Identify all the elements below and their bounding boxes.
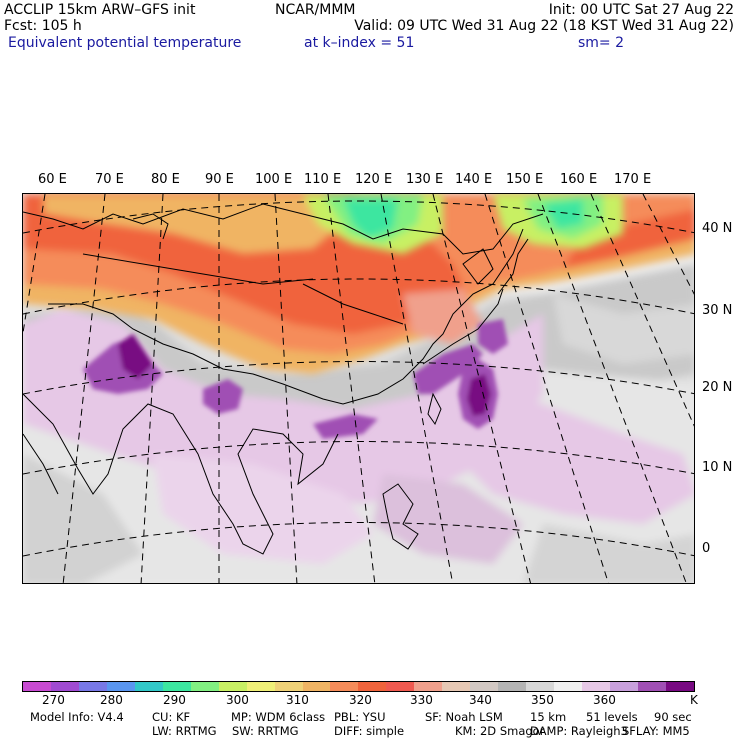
latitude-label: 0 <box>702 541 711 556</box>
dry-regions <box>43 194 623 254</box>
latlon-grid <box>23 194 694 583</box>
latitude-label: 10 N <box>702 460 733 475</box>
colorbar-tick-label: 360 <box>593 693 616 707</box>
colorbar-swatch <box>246 682 275 691</box>
colorbar-swatch <box>442 682 471 691</box>
model-info-item: LW: RRTMG <box>152 724 217 738</box>
colorbar-tick-label: 310 <box>286 693 309 707</box>
model-info-item: MP: WDM 6class <box>231 710 326 724</box>
colorbar-swatch <box>162 682 191 691</box>
latitude-label: 20 N <box>702 380 733 395</box>
colorbar-swatch <box>190 682 219 691</box>
level-label: at k–index = 51 <box>304 35 415 51</box>
longitude-label: 170 E <box>614 172 652 187</box>
model-info-item: SW: RRTMG <box>232 724 299 738</box>
longitude-label: 60 E <box>38 172 67 187</box>
longitude-label: 80 E <box>151 172 180 187</box>
colorbar-swatch <box>498 682 527 691</box>
valid-time: Valid: 09 UTC Wed 31 Aug 22 (18 KST Wed … <box>354 18 734 34</box>
theta-e-map <box>22 193 695 584</box>
model-info-item: SFLAY: MM5 <box>622 724 690 738</box>
colorbar-swatch <box>386 682 415 691</box>
colorbar-unit: K <box>690 693 698 707</box>
latitude-label: 30 N <box>702 303 733 318</box>
model-info-item: Model Info: V4.4 <box>30 710 124 724</box>
model-info-item: 15 km <box>530 710 567 724</box>
colorbar-swatch <box>470 682 499 691</box>
colorbar-swatch <box>274 682 303 691</box>
colorbar-tick-label: 320 <box>349 693 372 707</box>
longitude-label: 90 E <box>205 172 234 187</box>
high-theta-e-cores <box>83 319 508 439</box>
model-info-item: 51 levels <box>586 710 638 724</box>
colorbar-swatch <box>134 682 163 691</box>
colorbar-swatch <box>582 682 611 691</box>
colorbar-tick-label: 300 <box>226 693 249 707</box>
model-info-item: DAMP: Rayleigh3 <box>530 724 628 738</box>
colorbar-swatch <box>50 682 79 691</box>
colorbar-swatch <box>302 682 331 691</box>
colorbar-swatch <box>330 682 359 691</box>
colorbar-swatch <box>665 682 694 691</box>
longitude-label: 130 E <box>406 172 444 187</box>
colorbar-swatch <box>526 682 555 691</box>
colorbar-swatch <box>554 682 583 691</box>
longitude-label: 140 E <box>455 172 493 187</box>
colorbar-swatch <box>414 682 443 691</box>
model-info-item: DIFF: simple <box>334 724 405 738</box>
colorbar-swatch <box>218 682 247 691</box>
model-info-item: PBL: YSU <box>334 710 386 724</box>
colorbar-swatch <box>106 682 135 691</box>
longitude-label: 160 E <box>560 172 598 187</box>
colorbar-tick-label: 350 <box>531 693 554 707</box>
model-info-item: 90 sec <box>654 710 692 724</box>
model-info-item: KM: 2D Smagor <box>455 724 545 738</box>
colorbar-tick-label: 280 <box>100 693 123 707</box>
colorbar-tick-label: 340 <box>469 693 492 707</box>
colorbar-swatch <box>23 682 51 691</box>
colorbar-tick-label: 270 <box>42 693 65 707</box>
colorbar-swatch <box>78 682 107 691</box>
center-label: NCAR/MMM <box>275 2 356 18</box>
longitude-label: 70 E <box>95 172 124 187</box>
init-time: Init: 00 UTC Sat 27 Aug 22 <box>548 2 734 18</box>
model-info-item: SF: Noah LSM <box>425 710 503 724</box>
smoothing-label: sm= 2 <box>578 35 625 51</box>
latitude-label: 40 N <box>702 221 733 236</box>
longitude-label: 120 E <box>355 172 393 187</box>
colorbar-swatch <box>610 682 638 691</box>
colorbar-tick-label: 330 <box>410 693 433 707</box>
field-name: Equivalent potential temperature <box>8 35 242 51</box>
colorbar-tick-label: 290 <box>163 693 186 707</box>
longitude-label: 150 E <box>506 172 544 187</box>
model-info-item: CU: KF <box>152 710 191 724</box>
forecast-hour: Fcst: 105 h <box>4 18 82 34</box>
model-title: ACCLIP 15km ARW–GFS init <box>4 2 196 18</box>
colorbar-swatch <box>358 682 387 691</box>
longitude-label: 110 E <box>304 172 342 187</box>
colorbar-swatch <box>637 682 666 691</box>
colorbar <box>22 681 695 692</box>
longitude-label: 100 E <box>255 172 293 187</box>
